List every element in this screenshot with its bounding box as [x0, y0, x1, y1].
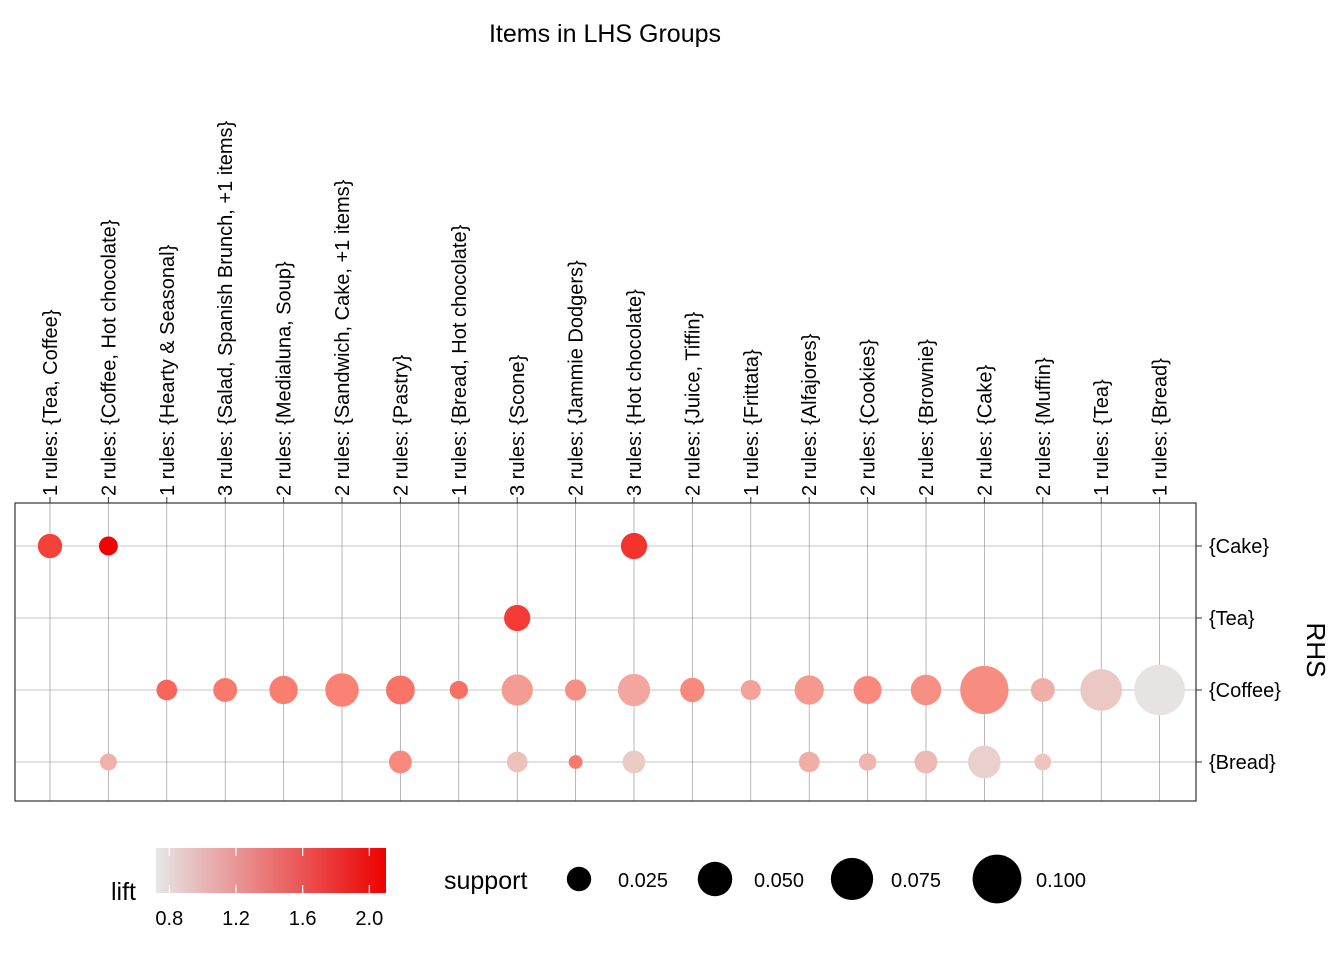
column-label: 1 rules: {Tea}	[1091, 379, 1113, 496]
data-points	[37, 532, 1185, 779]
data-point	[622, 750, 646, 774]
data-point	[388, 750, 412, 774]
rhs-labels: {Cake} {Tea} {Coffee} {Bread}	[1196, 536, 1281, 774]
lift-tick-label: 2.0	[355, 908, 383, 930]
column-label: 1 rules: {Bread, Hot chocolate}	[449, 224, 471, 496]
row-label: {Cake}	[1209, 536, 1269, 558]
column-label: 1 rules: {Hearty & Seasonal}	[157, 244, 179, 496]
column-label: 3 rules: {Hot chocolate}	[624, 289, 646, 496]
data-point	[568, 755, 583, 769]
column-label: 1 rules: {Frittata}	[741, 349, 763, 496]
column-label: 2 rules: {Muffin}	[1033, 357, 1055, 496]
column-label: 2 rules: {Jammie Dodgers}	[566, 260, 588, 496]
lift-tick-label: 1.6	[289, 908, 317, 930]
data-point	[968, 745, 1001, 779]
support-legend-label: 0.025	[618, 870, 668, 892]
support-legend-circle	[972, 854, 1022, 904]
data-point	[794, 675, 824, 705]
lhs-group-labels: 1 rules: {Tea, Coffee} 2 rules: {Coffee, …	[40, 120, 1172, 503]
support-legend-circle	[566, 866, 592, 892]
support-legend-title: support	[444, 867, 527, 895]
column-label: 2 rules: {Sandwich, Cake, +1 items}	[332, 179, 354, 496]
column-label: 2 rules: {Medialuna, Soup}	[274, 261, 296, 496]
data-point	[910, 674, 942, 706]
column-label: 2 rules: {Pastry}	[390, 354, 412, 496]
support-legend: support 0.025 0.050 0.075 0.100	[444, 854, 1086, 904]
lift-color-bar	[156, 848, 386, 893]
data-point	[1080, 669, 1123, 711]
chart-title: Items in LHS Groups	[489, 20, 721, 48]
row-label: {Coffee}	[1209, 680, 1281, 702]
support-legend-label: 0.050	[754, 870, 804, 892]
data-point	[960, 665, 1009, 715]
lift-tick-label: 1.2	[222, 908, 250, 930]
data-point	[99, 753, 117, 771]
data-point	[506, 751, 528, 773]
data-point	[449, 680, 468, 700]
data-point	[1034, 753, 1052, 771]
data-point	[1134, 664, 1185, 716]
data-point	[798, 751, 820, 773]
support-legend-circle	[830, 857, 874, 901]
support-legend-circle	[697, 861, 733, 897]
support-legend-label: 0.100	[1036, 870, 1086, 892]
data-point	[680, 677, 705, 703]
column-label: 2 rules: {Coffee, Hot chocolate}	[98, 219, 120, 496]
column-label: 1 rules: {Bread}	[1150, 358, 1172, 496]
support-legend-label: 0.075	[891, 870, 941, 892]
row-label: {Bread}	[1209, 752, 1276, 774]
data-point	[213, 678, 238, 702]
data-point	[853, 675, 882, 705]
data-point	[740, 679, 761, 701]
data-point	[37, 533, 63, 559]
data-point	[504, 604, 531, 632]
data-point	[385, 675, 415, 705]
data-point	[501, 674, 533, 706]
data-point	[156, 679, 178, 701]
column-label: 3 rules: {Salad, Spanish Brunch, +1 item…	[215, 120, 237, 496]
plot-panel-border	[14, 502, 1197, 802]
column-label: 2 rules: {Alfajores}	[799, 333, 821, 496]
column-label: 2 rules: {Cake}	[974, 364, 996, 496]
data-point	[620, 532, 648, 560]
column-label: 2 rules: {Cookies}	[858, 339, 880, 496]
lift-tick-label: 0.8	[155, 908, 183, 930]
column-label: 2 rules: {Brownie}	[916, 339, 938, 496]
grid-lines	[15, 503, 1196, 801]
column-label: 3 rules: {Scone}	[507, 354, 529, 496]
lift-legend: lift 0.8 1.2 1.6 2.0	[111, 848, 386, 930]
data-point	[564, 679, 587, 701]
data-point	[617, 673, 651, 707]
column-label: 2 rules: {Juice, Tiffin}	[682, 312, 704, 497]
data-point	[1030, 678, 1055, 702]
data-point	[914, 750, 938, 774]
data-point	[858, 753, 877, 771]
data-point	[269, 675, 298, 705]
row-label: {Tea}	[1209, 608, 1255, 630]
data-point	[98, 536, 118, 556]
data-point	[325, 673, 359, 707]
rhs-axis-title: RHS	[1301, 623, 1331, 678]
lift-legend-title: lift	[111, 878, 136, 906]
column-label: 1 rules: {Tea, Coffee}	[40, 309, 62, 496]
